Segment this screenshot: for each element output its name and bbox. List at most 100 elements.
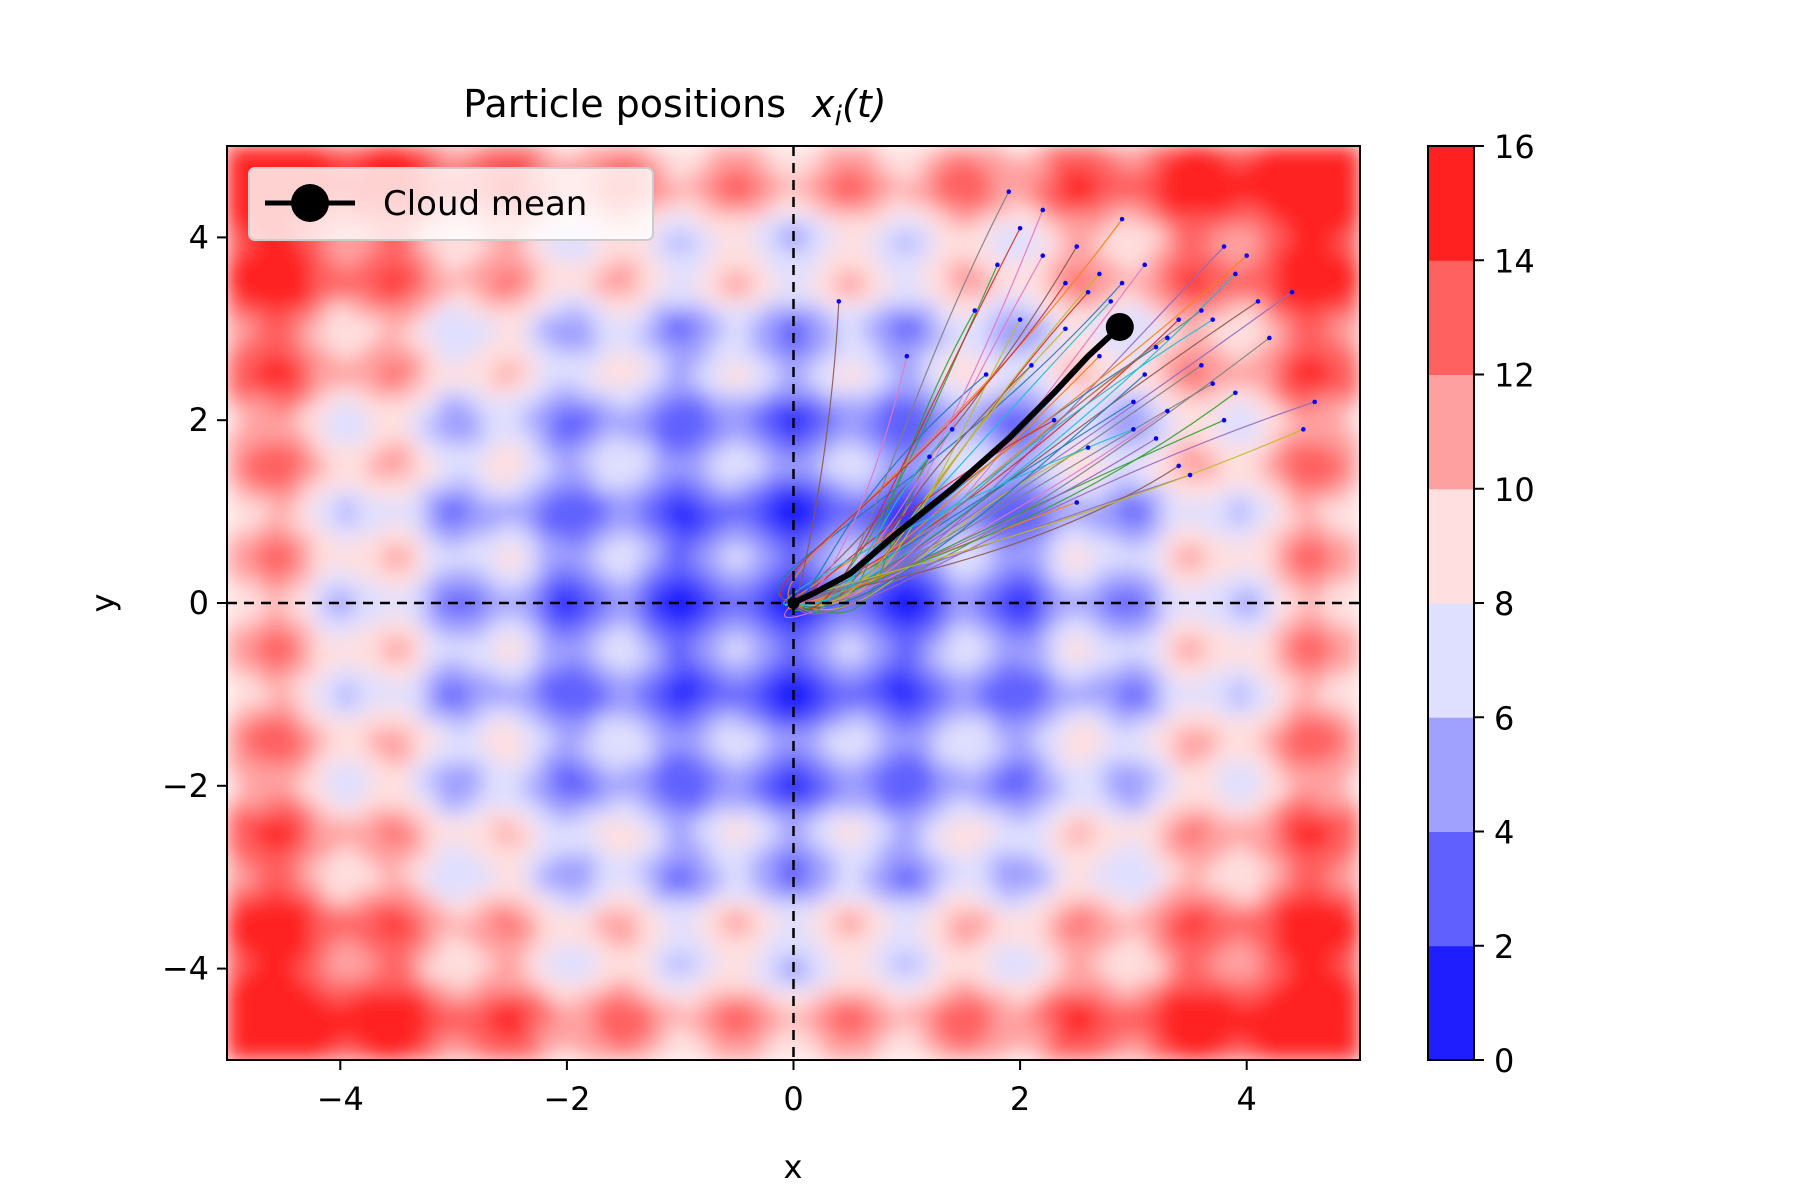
contour-cell (227, 888, 242, 901)
contour-cell (481, 328, 497, 341)
contour-cell (368, 682, 384, 695)
contour-cell (240, 751, 256, 764)
contour-cell (1005, 910, 1021, 924)
contour-cell (608, 671, 625, 684)
contour-cell (1047, 602, 1064, 615)
contour-cell (906, 408, 922, 421)
contour-cell (750, 808, 766, 821)
contour-cell (523, 396, 540, 410)
contour-cell (1005, 214, 1021, 227)
contour-cell (594, 819, 610, 832)
contour-cell (227, 225, 242, 238)
contour-cell (920, 179, 936, 193)
contour-cell (325, 271, 341, 284)
contour-cell (396, 625, 412, 638)
contour-cell (934, 236, 950, 250)
contour-cell (906, 910, 922, 924)
contour-cell (254, 945, 270, 958)
contour-cell (467, 351, 483, 364)
contour-cell (424, 1002, 440, 1015)
contour-cell (1076, 762, 1092, 775)
contour-cell (736, 979, 752, 992)
contour-cell (623, 465, 639, 478)
contour-cell (368, 808, 384, 821)
contour-cell (325, 842, 341, 855)
contour-cell (807, 499, 823, 513)
contour-cell (991, 910, 1007, 924)
contour-cell (594, 922, 610, 935)
contour-cell (311, 476, 327, 490)
contour-cell (438, 545, 455, 558)
contour-cell (268, 648, 285, 661)
contour-cell (722, 442, 738, 455)
contour-cell (764, 236, 780, 250)
contour-cell (467, 933, 483, 947)
contour-cell (438, 693, 455, 707)
contour-cell (608, 808, 625, 821)
contour-cell (254, 956, 270, 970)
contour-cell (254, 728, 270, 741)
contour-cell (382, 636, 398, 650)
contour-cell (453, 659, 469, 673)
contour-cell (722, 636, 738, 650)
contour-cell (623, 248, 639, 261)
contour-cell (906, 739, 922, 753)
contour-cell (863, 396, 879, 410)
contour-cell (254, 636, 270, 650)
contour-cell (523, 659, 540, 673)
contour-cell (750, 831, 766, 844)
contour-cell (722, 248, 738, 261)
contour-cell (339, 282, 355, 296)
contour-cell (665, 910, 681, 924)
contour-cell (227, 990, 242, 1004)
contour-cell (509, 636, 525, 650)
contour-cell (651, 328, 667, 341)
contour-cell (353, 316, 370, 330)
contour-cell (920, 305, 936, 318)
contour-cell (693, 533, 710, 547)
contour-cell (410, 556, 426, 570)
contour-cell (339, 156, 355, 170)
contour-cell (764, 488, 780, 501)
contour-cell (1033, 545, 1049, 558)
contour-cell (467, 648, 483, 661)
contour-cell (892, 910, 908, 924)
contour-cell (1090, 693, 1106, 707)
contour-cell (509, 591, 525, 604)
contour-cell (750, 488, 766, 501)
contour-cell (1076, 773, 1092, 787)
contour-cell (679, 1036, 695, 1050)
contour-cell (566, 602, 582, 615)
contour-cell (1090, 442, 1106, 455)
contour-cell (877, 362, 894, 375)
contour-cell (268, 990, 285, 1004)
contour-cell (793, 236, 809, 250)
contour-cell (764, 842, 780, 855)
contour-cell (523, 533, 540, 547)
contour-cell (1076, 1036, 1092, 1050)
contour-cell (1019, 659, 1035, 673)
contour-cell (368, 351, 384, 364)
contour-cell (807, 682, 823, 695)
contour-cell (623, 362, 639, 375)
contour-cell (268, 910, 285, 924)
contour-cell (722, 339, 738, 353)
contour-cell (1047, 579, 1064, 593)
contour-cell (608, 773, 625, 787)
contour-cell (835, 1036, 851, 1050)
contour-cell (495, 522, 511, 535)
contour-cell (948, 636, 964, 650)
contour-cell (410, 591, 426, 604)
contour-cell (906, 339, 922, 353)
contour-cell (977, 808, 993, 821)
contour-cell (240, 328, 256, 341)
contour-cell (693, 488, 710, 501)
contour-cell (1090, 842, 1106, 855)
contour-cell (410, 716, 426, 730)
contour-cell (778, 511, 794, 524)
contour-cell (906, 888, 922, 901)
contour-cell (793, 488, 809, 501)
contour-cell (1047, 716, 1064, 730)
contour-cell (679, 693, 695, 707)
contour-cell (594, 476, 610, 490)
